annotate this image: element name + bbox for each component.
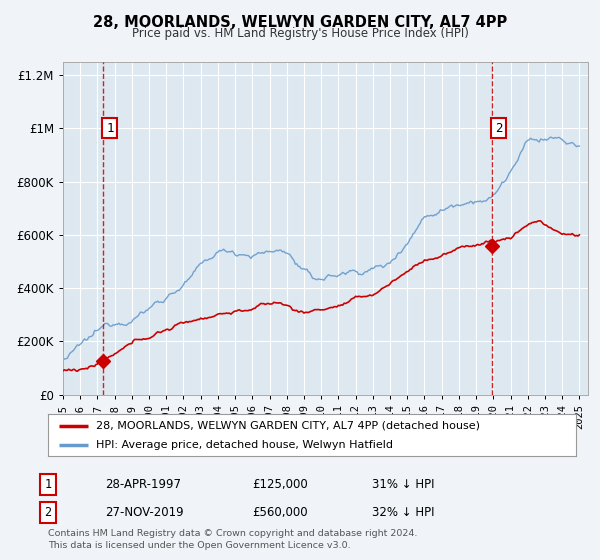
Text: HPI: Average price, detached house, Welwyn Hatfield: HPI: Average price, detached house, Welw… — [95, 440, 392, 450]
Text: 1: 1 — [106, 122, 114, 135]
Text: 2: 2 — [44, 506, 52, 519]
Text: 32% ↓ HPI: 32% ↓ HPI — [372, 506, 434, 519]
Text: 31% ↓ HPI: 31% ↓ HPI — [372, 478, 434, 491]
Text: 28, MOORLANDS, WELWYN GARDEN CITY, AL7 4PP (detached house): 28, MOORLANDS, WELWYN GARDEN CITY, AL7 4… — [95, 421, 479, 431]
Text: £125,000: £125,000 — [252, 478, 308, 491]
Text: 2: 2 — [495, 122, 502, 135]
Text: Price paid vs. HM Land Registry's House Price Index (HPI): Price paid vs. HM Land Registry's House … — [131, 27, 469, 40]
Text: 28, MOORLANDS, WELWYN GARDEN CITY, AL7 4PP: 28, MOORLANDS, WELWYN GARDEN CITY, AL7 4… — [93, 15, 507, 30]
Text: This data is licensed under the Open Government Licence v3.0.: This data is licensed under the Open Gov… — [48, 541, 350, 550]
Text: 27-NOV-2019: 27-NOV-2019 — [105, 506, 184, 519]
Text: 1: 1 — [44, 478, 52, 491]
Text: 28-APR-1997: 28-APR-1997 — [105, 478, 181, 491]
Text: £560,000: £560,000 — [252, 506, 308, 519]
Text: Contains HM Land Registry data © Crown copyright and database right 2024.: Contains HM Land Registry data © Crown c… — [48, 530, 418, 539]
